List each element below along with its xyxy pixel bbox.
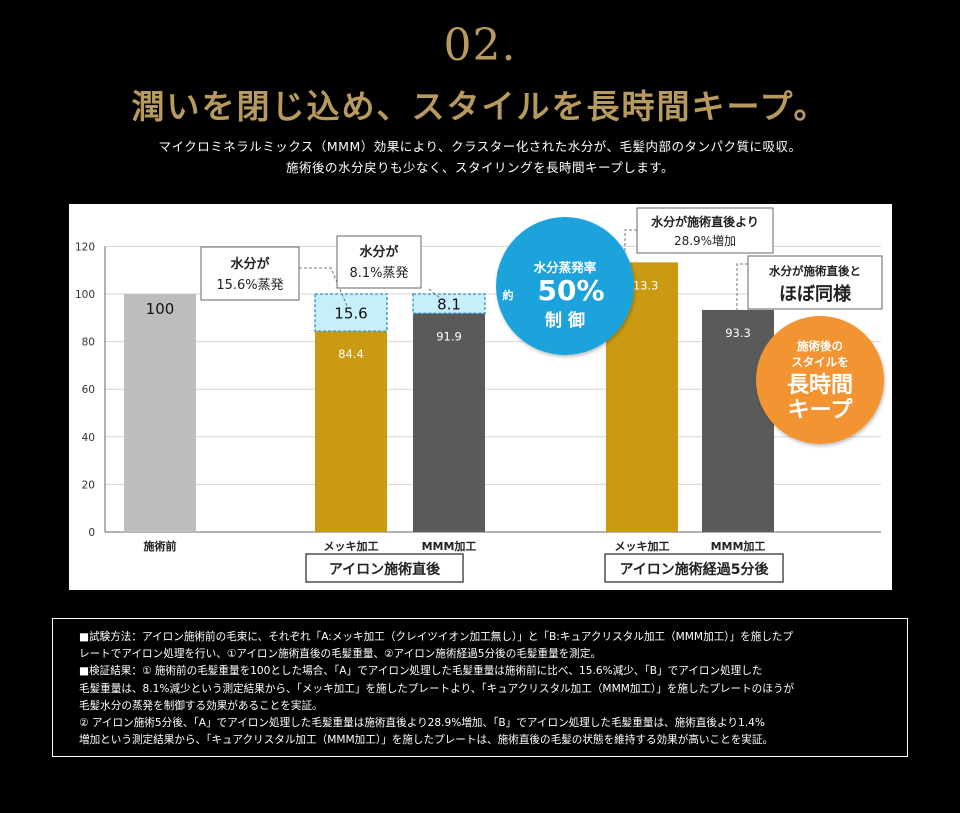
note-line: ■検証結果：① 施術前の毛髪重量を100とした場合、「A」でアイロン処理した毛髪… xyxy=(79,665,763,678)
group-label-immediate: アイロン施術直後 xyxy=(329,561,441,578)
orange-circle-line-4: キープ xyxy=(788,398,854,423)
evaporated-segment xyxy=(314,293,388,332)
lead-line-2: 施術後の水分戻りも少なく、スタイリングを長時間キープします。 xyxy=(285,160,674,175)
callout-2-leader xyxy=(428,288,442,300)
callout-1-leader xyxy=(299,267,348,307)
x-category-label: 施術前 xyxy=(144,539,177,553)
bar-value-label: 91.9 xyxy=(436,329,462,343)
note-line: 毛髪重量は、8.1%減少という測定結果から、「メッキ加工」を施したプレートより、… xyxy=(79,682,795,695)
chart-panel: 0 20 40 60 80 100 120 100 施術前 15.6 84.4 メッキ加工 8.1 91.… xyxy=(69,204,892,590)
bar-chart: 0 20 40 60 80 100 120 100 施術前 15.6 84.4 メッキ加工 8.1 91.… xyxy=(75,207,884,583)
group-box-immediate xyxy=(305,553,464,583)
callout-2-line-1: 水分が xyxy=(359,244,398,260)
callout-4-line-2: ほぼ同様 xyxy=(779,283,852,305)
bar xyxy=(702,309,774,532)
x-category-label: メッキ加工 xyxy=(324,539,379,553)
bar xyxy=(124,294,196,532)
orange-circle-line-1: 施術後の xyxy=(797,339,843,353)
y-tick-label: 120 xyxy=(75,241,95,253)
callout-1-line-2: 15.6%蒸発 xyxy=(216,278,283,293)
orange-circle-line-3: 長時間 xyxy=(787,373,853,398)
section-number: 02. xyxy=(443,20,517,71)
evaporated-value-label: 8.1 xyxy=(437,296,461,314)
labels: 0 20 40 60 80 100 120 100 施術前 15.6 84.4 メッキ加工 8.1 91.… xyxy=(75,241,765,553)
bars xyxy=(124,262,774,532)
evaporated-segment xyxy=(412,293,486,314)
callout-1-line-1: 水分が xyxy=(230,256,269,272)
x-category-label: メッキ加工 xyxy=(615,539,670,553)
group-label-5min: アイロン施術経過5分後 xyxy=(619,561,769,578)
callout-3-box xyxy=(636,207,774,254)
y-tick-label: 80 xyxy=(82,337,95,349)
bar xyxy=(315,331,387,532)
y-tick-label: 0 xyxy=(88,527,95,539)
callout-4-line-1: 水分が施術直後と xyxy=(769,264,861,278)
callout-3-line-2: 28.9%増加 xyxy=(674,234,736,248)
y-tick-label: 20 xyxy=(82,479,95,491)
bar-value-label: 84.4 xyxy=(338,347,364,361)
note-line: 毛髪水分の蒸発を制御する効果があることを実証。 xyxy=(79,699,323,712)
orange-circle xyxy=(756,316,884,444)
evaporated-value-label: 15.6 xyxy=(334,305,367,323)
callout-3-line-1: 水分が施術直後より xyxy=(651,214,759,229)
bar xyxy=(413,313,485,532)
bar-value-label: 93.3 xyxy=(725,326,751,340)
callout-1-box xyxy=(200,246,300,301)
note-line: レートでアイロン処理を行い、①アイロン施術直後の毛髪重量、②アイロン施術経過5分… xyxy=(79,648,602,661)
test-notes: ■試験方法：アイロン施術前の毛束に、それぞれ「A:メッキ加工（クレイツイオン加工… xyxy=(52,618,908,757)
y-tick-label: 100 xyxy=(75,289,95,301)
blue-circle-prefix: 約 xyxy=(503,288,514,302)
y-tick-label: 60 xyxy=(82,384,95,396)
callout-2-line-2: 8.1%蒸発 xyxy=(349,266,408,281)
lead-line-1: マイクロミネラルミックス（MMM）効果により、クラスター化された水分が、毛髪内部… xyxy=(158,139,802,154)
blue-circle xyxy=(496,217,634,355)
note-line: ■試験方法：アイロン施術前の毛束に、それぞれ「A:メッキ加工（クレイツイオン加工… xyxy=(79,631,794,643)
x-category-label: MMM加工 xyxy=(422,539,477,553)
blue-circle-line-3: 制 御 xyxy=(545,310,585,331)
note-line: 増加という測定結果から、「キュアクリスタル加工（MMM加工）」を施したプレートは… xyxy=(79,734,774,747)
callout-4-box xyxy=(747,255,883,310)
bar-value-label: 100 xyxy=(146,300,175,318)
callout-2-box xyxy=(336,235,422,289)
orange-circle-line-2: スタイルを xyxy=(791,355,849,369)
blue-circle-value: 50% xyxy=(537,274,604,307)
blue-circle-line-1: 水分蒸発率 xyxy=(534,260,597,275)
section-title: 潤いを閉じ込め、スタイルを長時間キープ。 xyxy=(131,87,829,126)
note-line: ② アイロン施術5分後、「A」でアイロン処理した毛髪重量は施術直後より28.9%… xyxy=(79,717,765,730)
x-category-label: MMM加工 xyxy=(711,539,766,553)
group-box-5min xyxy=(604,553,784,583)
y-tick-label: 40 xyxy=(82,432,95,444)
callout-3-leader xyxy=(624,229,637,264)
callout-4-leader xyxy=(736,263,748,310)
